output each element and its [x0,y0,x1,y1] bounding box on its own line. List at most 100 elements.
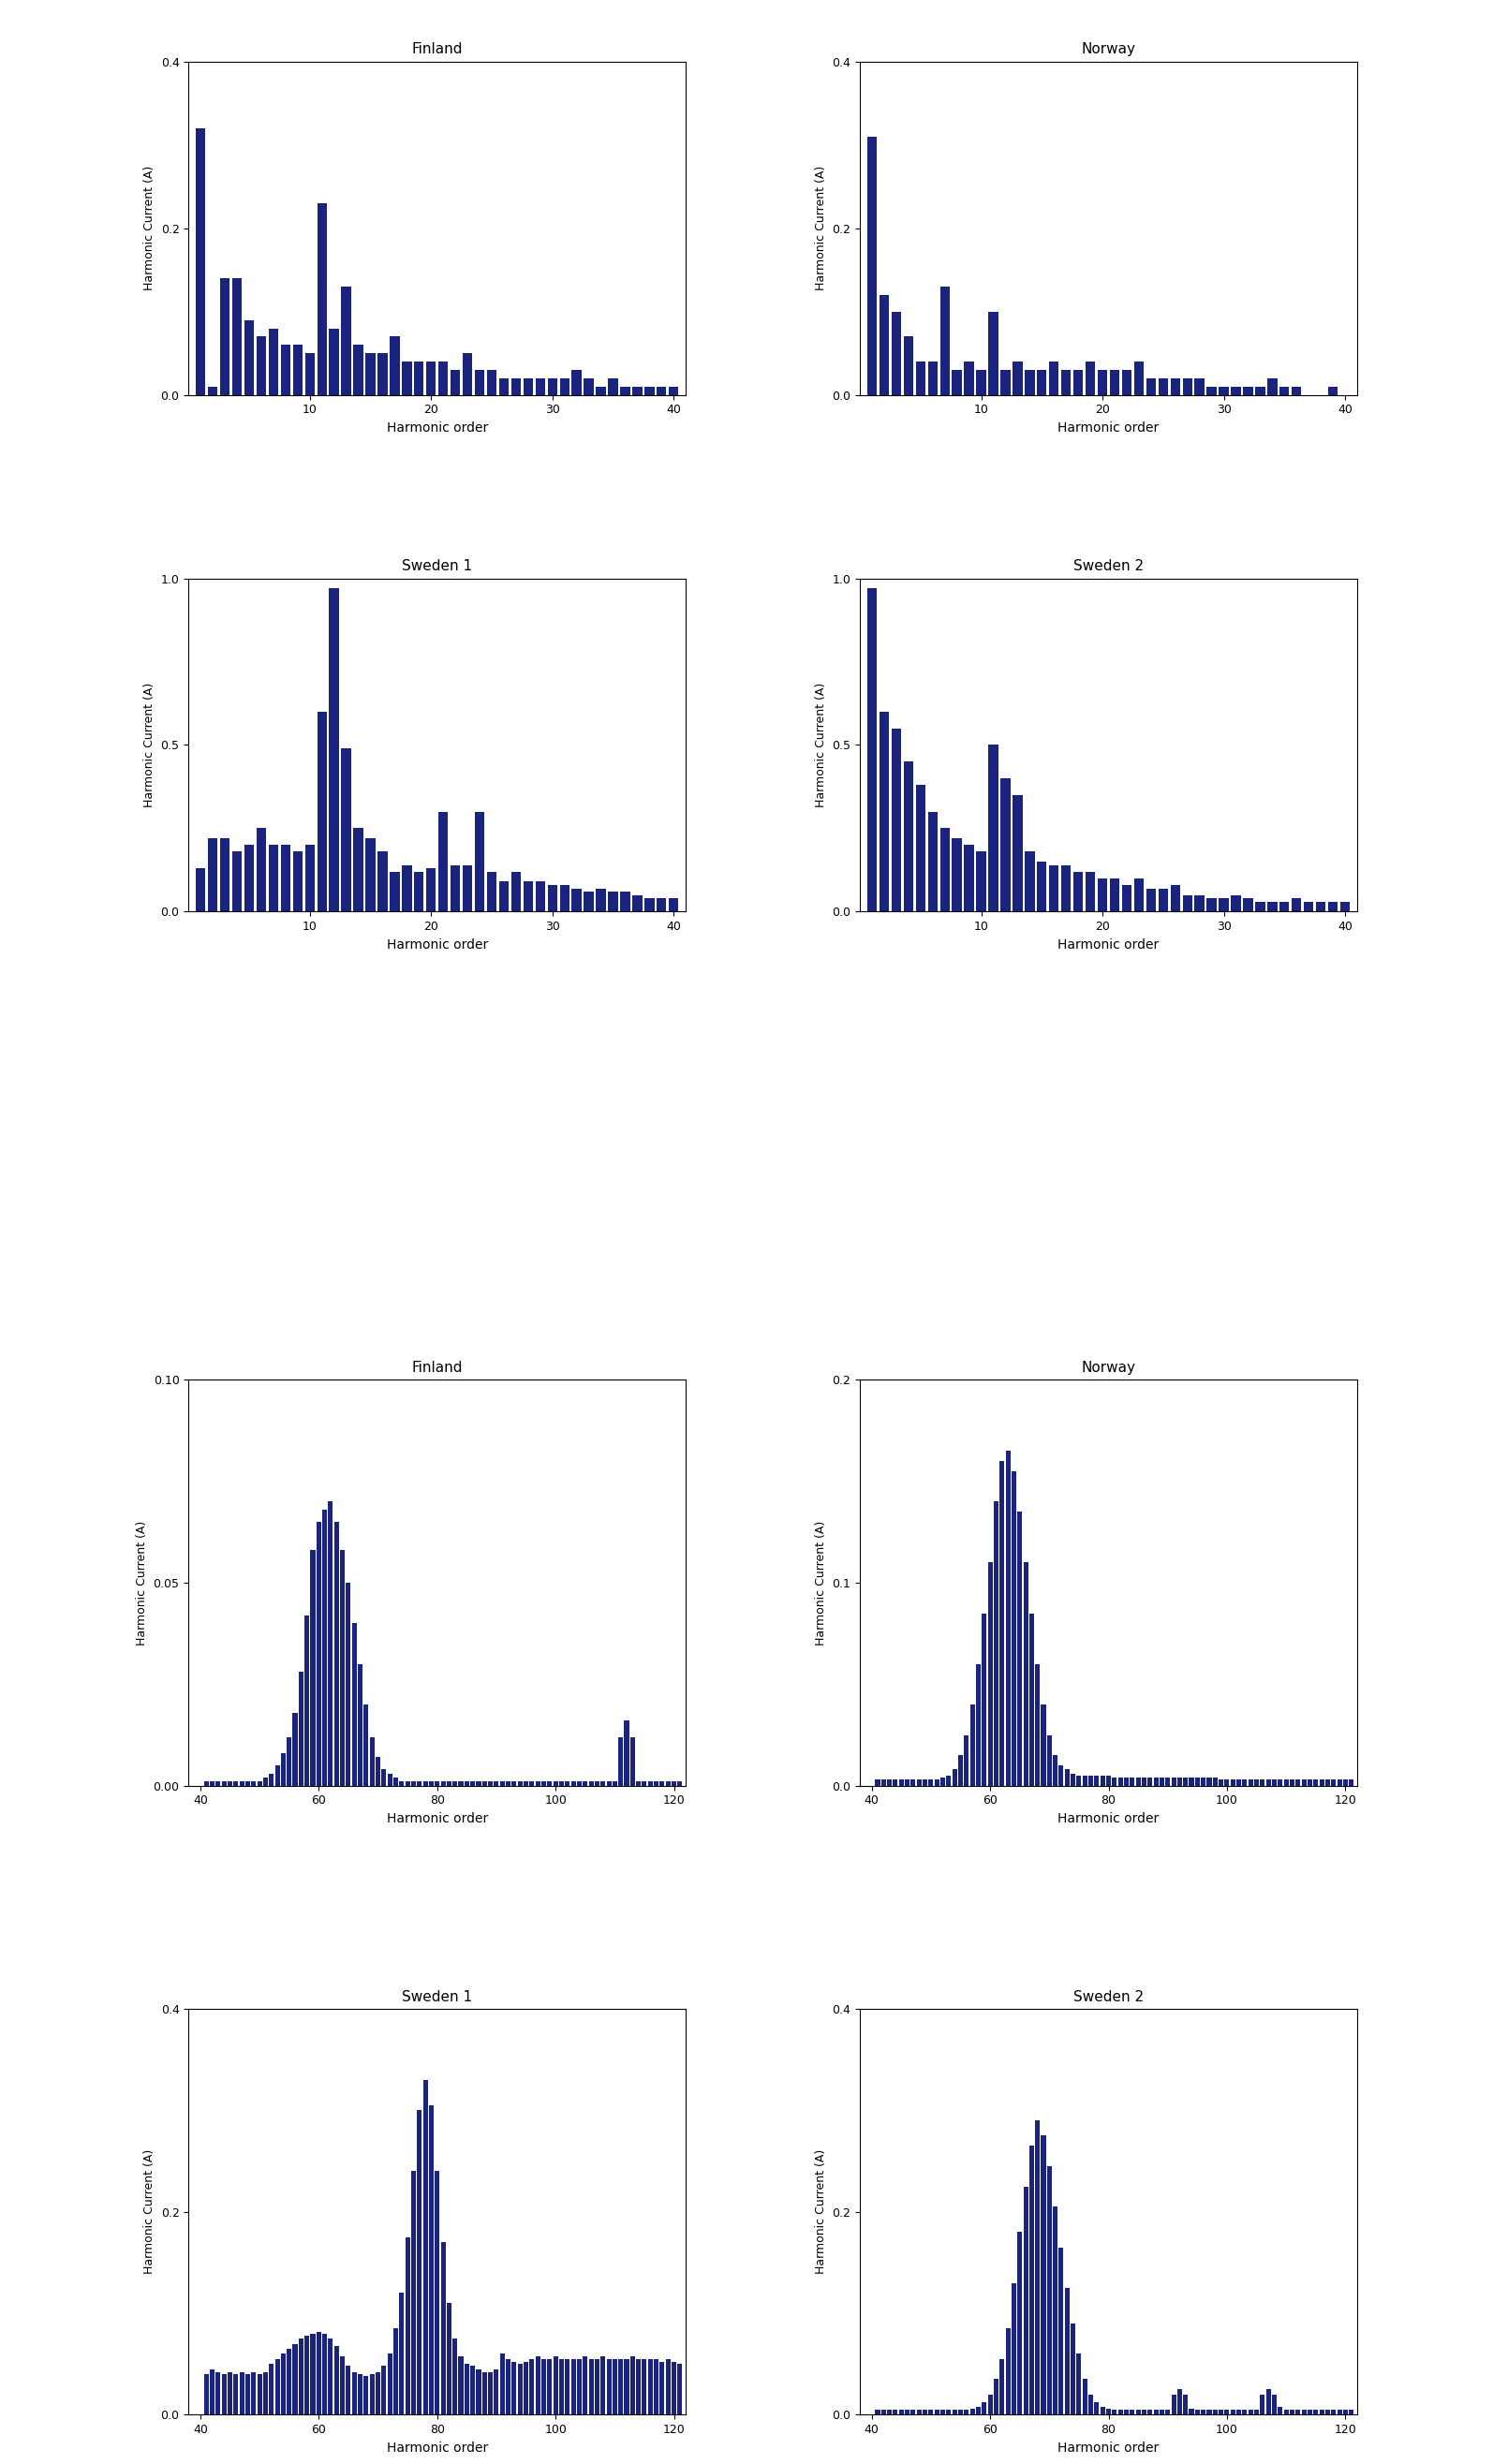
Bar [258,1781,262,1786]
Bar [1001,779,1010,912]
Bar [1065,2289,1069,2415]
Bar [1160,1777,1164,1786]
Bar [1261,1779,1265,1786]
Bar [671,1781,677,1786]
Bar [941,1777,946,1786]
Bar [618,1737,623,1786]
X-axis label: Harmonic order: Harmonic order [386,2442,489,2454]
Bar [274,1764,279,1786]
Bar [893,2410,897,2415]
Bar [1000,1461,1004,1786]
Bar [952,2410,958,2415]
Bar [305,2336,309,2415]
Bar [1243,387,1253,394]
Bar [1184,2395,1188,2415]
Bar [1237,2410,1241,2415]
Bar [1111,1777,1117,1786]
Bar [899,2410,903,2415]
X-axis label: Harmonic order: Harmonic order [1057,939,1160,951]
Bar [1117,2410,1123,2415]
Bar [418,1781,422,1786]
Bar [244,845,253,912]
Bar [632,387,642,394]
Bar [210,2368,214,2415]
Bar [391,872,400,912]
Bar [566,1781,570,1786]
Bar [287,1737,291,1786]
Y-axis label: Harmonic Current (A): Harmonic Current (A) [143,2149,155,2274]
Bar [382,1769,386,1786]
Bar [1098,877,1107,912]
Bar [388,1774,392,1786]
Bar [1329,387,1338,394]
Bar [1098,370,1107,394]
Bar [477,2368,481,2415]
Bar [582,1781,588,1786]
Bar [246,2375,250,2415]
Bar [1122,370,1131,394]
Bar [547,1781,552,1786]
Bar [1041,1705,1045,1786]
Bar [1332,2410,1336,2415]
Bar [412,2171,416,2415]
Bar [1158,890,1169,912]
Bar [1320,1779,1324,1786]
Bar [499,379,508,394]
Bar [608,379,618,394]
Bar [1062,370,1071,394]
Bar [970,1705,974,1786]
X-axis label: Harmonic order: Harmonic order [1057,421,1160,434]
Bar [958,1754,964,1786]
Bar [620,892,630,912]
Bar [1224,2410,1229,2415]
Bar [400,2294,404,2415]
Bar [1095,2402,1099,2415]
Bar [1077,2353,1081,2415]
Bar [1267,2390,1271,2415]
Bar [1028,2146,1034,2415]
Bar [976,853,986,912]
Bar [566,2358,570,2415]
Bar [535,379,544,394]
Bar [1231,894,1241,912]
Bar [458,2356,463,2415]
Bar [1038,862,1047,912]
Bar [1095,1777,1099,1786]
Bar [1077,1777,1081,1786]
Bar [891,729,902,912]
Bar [1129,1777,1134,1786]
Y-axis label: Harmonic Current (A): Harmonic Current (A) [814,2149,826,2274]
Bar [654,1781,659,1786]
Bar [642,2358,647,2415]
Bar [428,2104,434,2415]
Bar [280,2353,285,2415]
Bar [1218,1779,1223,1786]
Bar [588,1781,594,1786]
Bar [357,1663,362,1786]
Bar [240,1781,244,1786]
Bar [988,744,998,912]
Bar [915,362,926,394]
Bar [505,2358,511,2415]
Bar [1013,796,1022,912]
Bar [323,2333,327,2415]
Bar [964,2410,968,2415]
Bar [305,1616,309,1786]
Bar [917,1779,921,1786]
Bar [559,885,570,912]
Bar [1338,1779,1342,1786]
Bar [1329,902,1338,912]
Bar [541,2358,546,2415]
Bar [1304,902,1313,912]
Bar [1117,1777,1123,1786]
Bar [1134,362,1143,394]
Bar [483,1781,487,1786]
Bar [1059,1764,1063,1786]
Bar [446,2304,451,2415]
Bar [927,811,938,912]
Bar [1237,1779,1241,1786]
Bar [353,828,363,912]
Bar [1059,2247,1063,2415]
Bar [234,2375,238,2415]
Bar [903,761,914,912]
